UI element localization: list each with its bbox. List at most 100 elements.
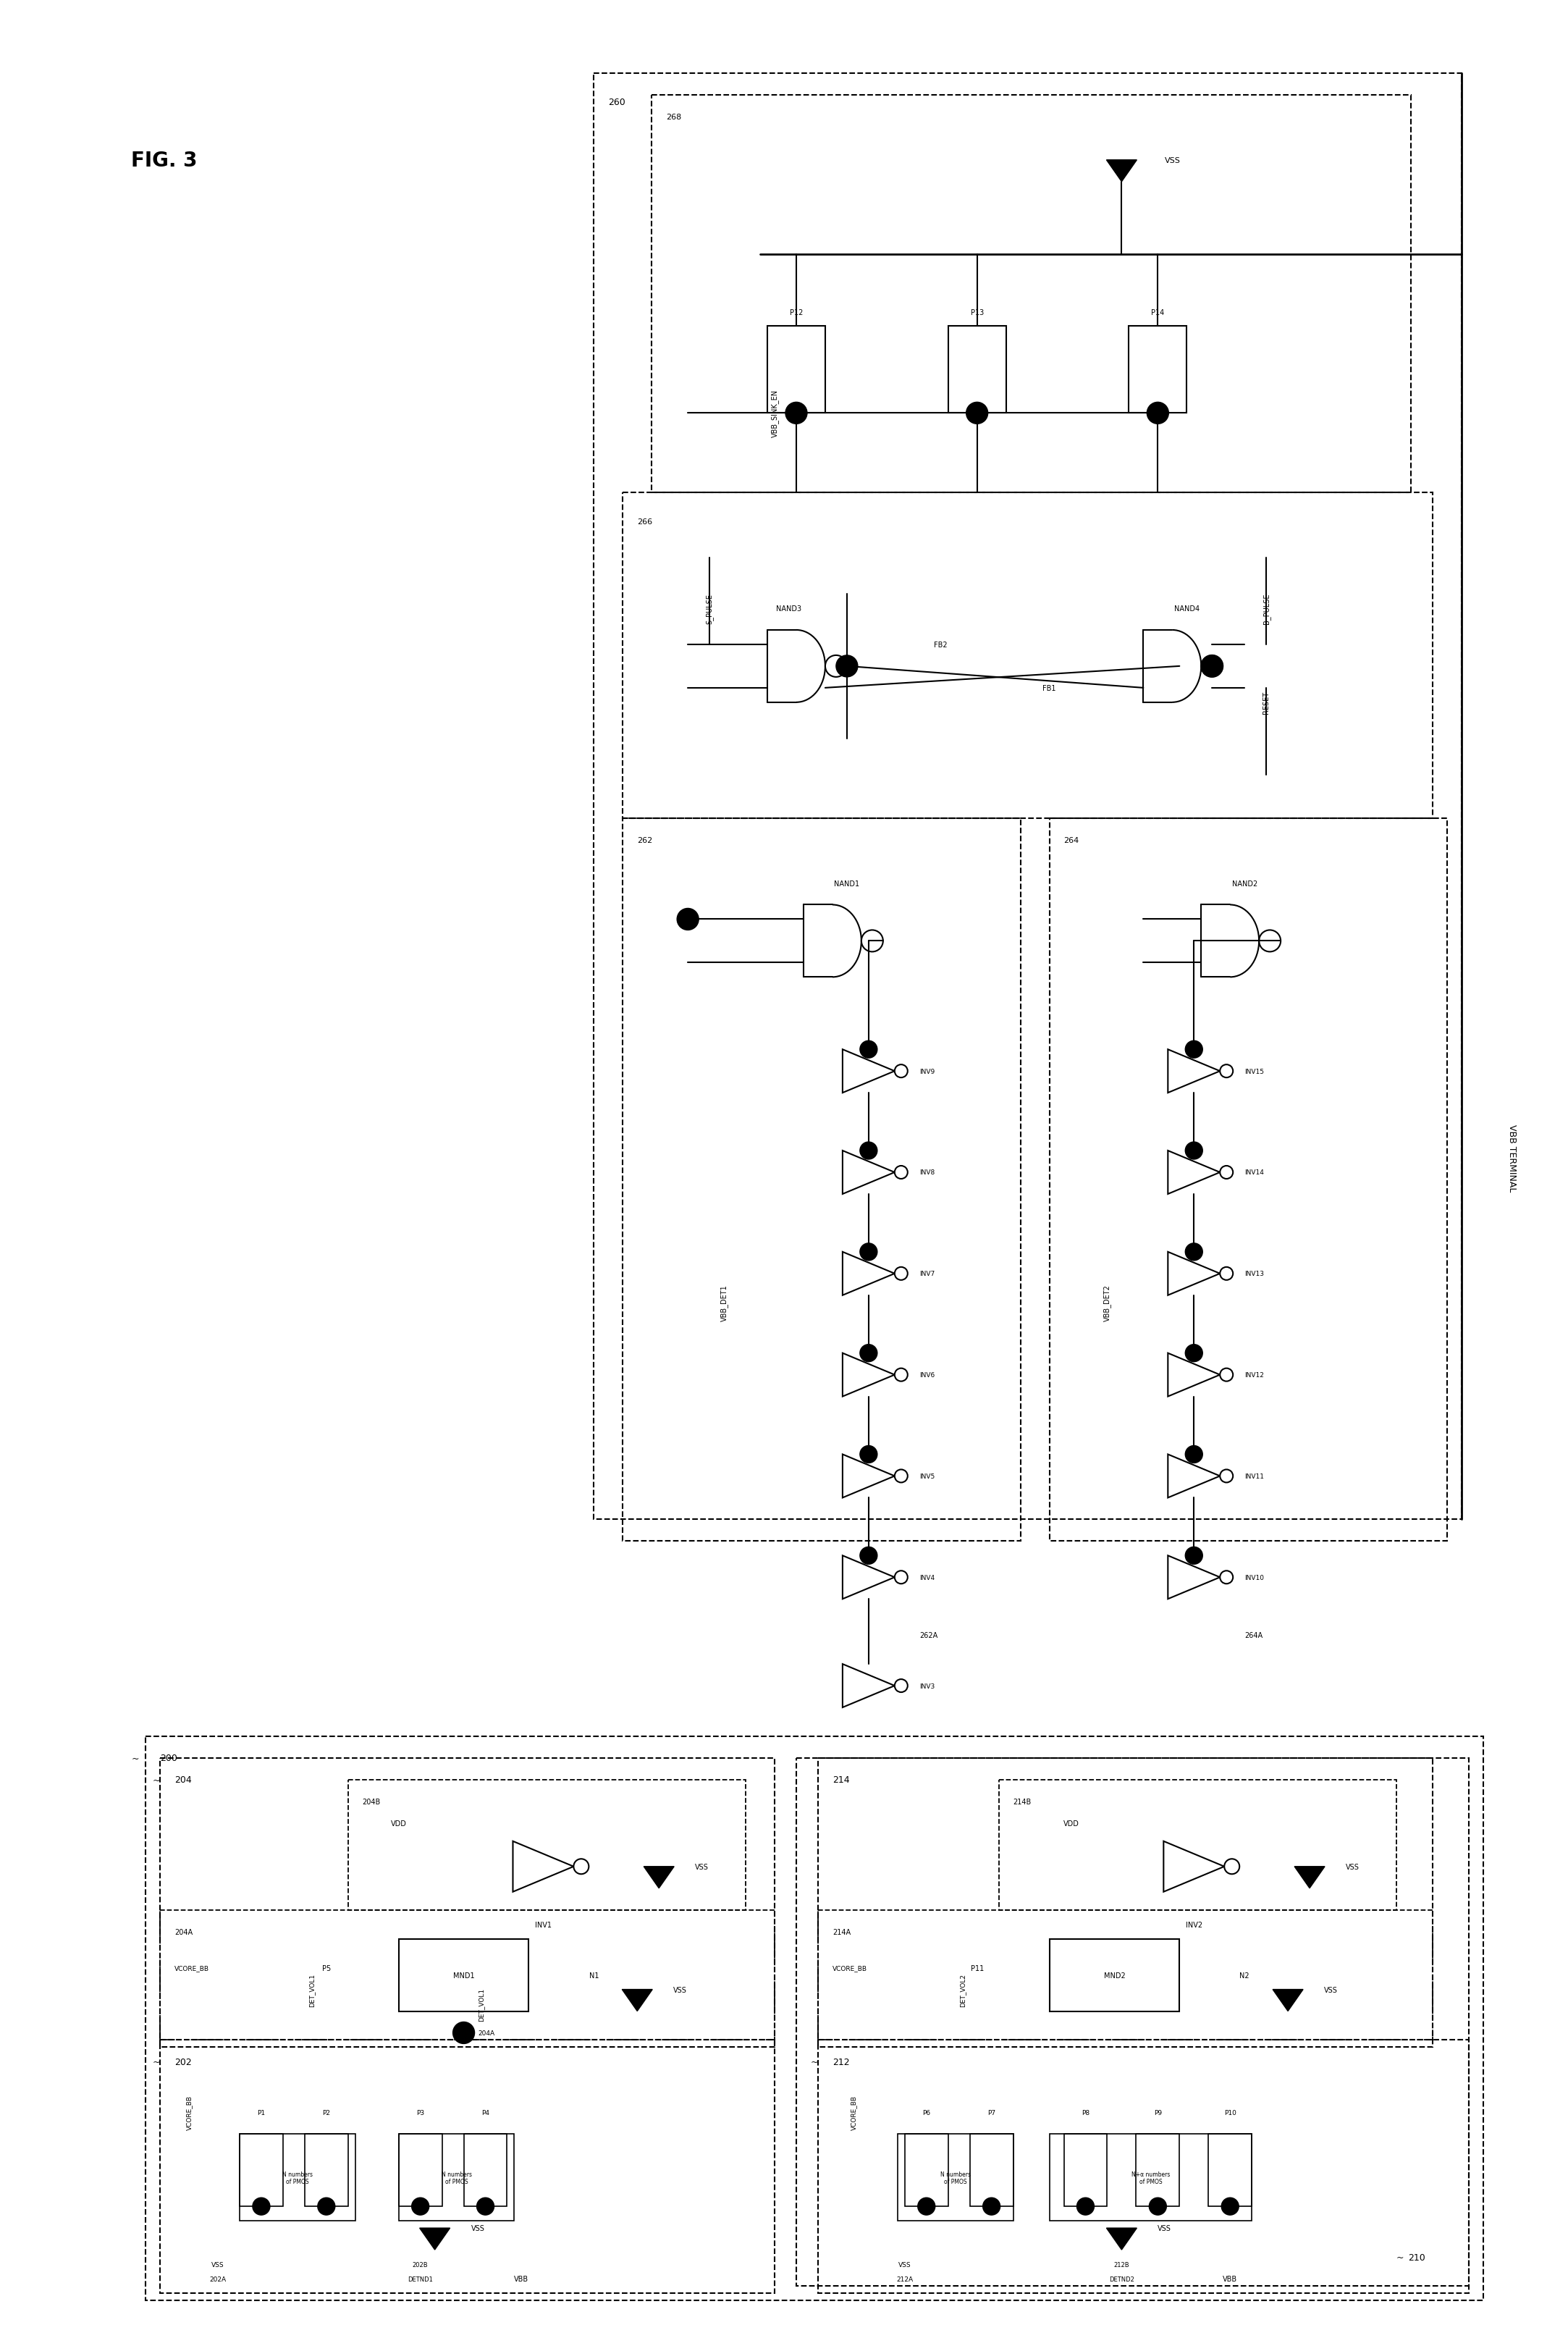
- Circle shape: [1185, 1040, 1203, 1059]
- Text: INV11: INV11: [1245, 1473, 1264, 1480]
- Circle shape: [1185, 1445, 1203, 1464]
- Text: 212B: 212B: [1113, 2261, 1129, 2268]
- Polygon shape: [644, 1866, 674, 1889]
- Circle shape: [677, 909, 699, 931]
- Text: ~: ~: [811, 2057, 818, 2067]
- Polygon shape: [622, 1990, 652, 2011]
- Text: 214A: 214A: [833, 1929, 850, 1936]
- Text: INV10: INV10: [1245, 1573, 1264, 1580]
- Text: INV3: INV3: [919, 1683, 935, 1688]
- Text: INV4: INV4: [919, 1573, 935, 1580]
- Bar: [240, 2135, 356, 2221]
- Text: MND2: MND2: [1104, 1971, 1126, 1978]
- Text: INV12: INV12: [1245, 1372, 1264, 1379]
- Text: ~: ~: [132, 1754, 138, 1763]
- Text: VDD: VDD: [390, 1819, 406, 1826]
- Text: VCORE_BB: VCORE_BB: [851, 2095, 858, 2130]
- Polygon shape: [1107, 2228, 1137, 2249]
- Text: B_PULSE: B_PULSE: [1262, 594, 1270, 624]
- Text: 210: 210: [1408, 2251, 1425, 2261]
- Circle shape: [1221, 2198, 1239, 2214]
- Text: VBB TERMINAL: VBB TERMINAL: [1507, 1125, 1516, 1192]
- Circle shape: [1185, 1244, 1203, 1260]
- Text: 204A: 204A: [174, 1929, 193, 1936]
- Text: 204A: 204A: [478, 2029, 495, 2036]
- Text: VBB: VBB: [514, 2275, 528, 2282]
- Text: 260: 260: [608, 98, 626, 108]
- Text: 212A: 212A: [897, 2275, 913, 2282]
- Text: 204: 204: [174, 1775, 191, 1784]
- Polygon shape: [1273, 1990, 1303, 2011]
- Text: VBB_DET1: VBB_DET1: [720, 1284, 728, 1321]
- Text: VSS: VSS: [1345, 1863, 1359, 1870]
- Circle shape: [859, 1143, 877, 1160]
- Text: VSS: VSS: [898, 2261, 911, 2268]
- Text: ~: ~: [1396, 2251, 1403, 2261]
- Text: NAND2: NAND2: [1232, 879, 1258, 886]
- Text: VBB: VBB: [1223, 2275, 1237, 2282]
- Polygon shape: [1295, 1866, 1325, 1889]
- Text: N2: N2: [1240, 1971, 1250, 1978]
- Bar: [398, 1938, 528, 2011]
- Circle shape: [859, 1548, 877, 1564]
- Circle shape: [1146, 402, 1168, 426]
- Text: 214B: 214B: [1013, 1798, 1032, 1805]
- Text: INV2: INV2: [1185, 1922, 1203, 1929]
- Text: P11: P11: [971, 1964, 983, 1971]
- Text: S_PULSE: S_PULSE: [706, 594, 713, 624]
- Text: 268: 268: [666, 115, 682, 122]
- Text: INV14: INV14: [1245, 1169, 1264, 1176]
- Circle shape: [453, 2022, 475, 2043]
- Bar: [1049, 818, 1447, 1541]
- Circle shape: [477, 2198, 494, 2214]
- Text: DET_VOL1: DET_VOL1: [309, 1973, 315, 2006]
- Bar: [464, 2135, 506, 2207]
- Bar: [818, 1910, 1433, 2041]
- Text: VCORE_BB: VCORE_BB: [833, 1964, 867, 1971]
- Bar: [797, 1758, 1469, 2287]
- Text: N1: N1: [590, 1971, 599, 1978]
- Text: P9: P9: [1154, 2109, 1162, 2116]
- Bar: [160, 1758, 775, 2048]
- Bar: [1063, 2135, 1107, 2207]
- Circle shape: [917, 2198, 935, 2214]
- Text: FB1: FB1: [1043, 685, 1055, 692]
- Text: DET_VOL1: DET_VOL1: [478, 1987, 485, 2020]
- Text: INV9: INV9: [919, 1068, 935, 1075]
- Text: NAND4: NAND4: [1174, 606, 1200, 613]
- Circle shape: [318, 2198, 336, 2214]
- Circle shape: [1185, 1548, 1203, 1564]
- Bar: [1129, 327, 1187, 414]
- Text: P7: P7: [988, 2109, 996, 2116]
- Circle shape: [859, 1445, 877, 1464]
- Text: 202: 202: [174, 2057, 191, 2067]
- Bar: [949, 327, 1007, 414]
- Bar: [1209, 2135, 1251, 2207]
- Bar: [818, 2041, 1469, 2294]
- Circle shape: [1077, 2198, 1094, 2214]
- Text: P14: P14: [1151, 309, 1165, 316]
- Bar: [897, 2135, 1013, 2221]
- Text: VBB_DET2: VBB_DET2: [1104, 1284, 1112, 1321]
- Bar: [999, 1779, 1397, 1910]
- Text: INV6: INV6: [919, 1372, 935, 1379]
- Text: 214: 214: [833, 1775, 850, 1784]
- Bar: [160, 1910, 775, 2041]
- Bar: [622, 493, 1433, 818]
- Text: DETND1: DETND1: [408, 2275, 433, 2282]
- Circle shape: [1149, 2198, 1167, 2214]
- Text: 200: 200: [160, 1754, 177, 1763]
- Text: INV13: INV13: [1245, 1270, 1264, 1277]
- Circle shape: [859, 1244, 877, 1260]
- Text: ~: ~: [152, 2057, 160, 2067]
- Text: 212: 212: [833, 2057, 850, 2067]
- Text: INV7: INV7: [919, 1270, 935, 1277]
- Bar: [146, 1737, 1483, 2301]
- Circle shape: [412, 2198, 430, 2214]
- Text: INV5: INV5: [919, 1473, 935, 1480]
- Text: FIG. 3: FIG. 3: [132, 150, 198, 171]
- Circle shape: [859, 1344, 877, 1363]
- Text: VSS: VSS: [470, 2223, 485, 2233]
- Circle shape: [1201, 655, 1223, 678]
- Bar: [1137, 2135, 1179, 2207]
